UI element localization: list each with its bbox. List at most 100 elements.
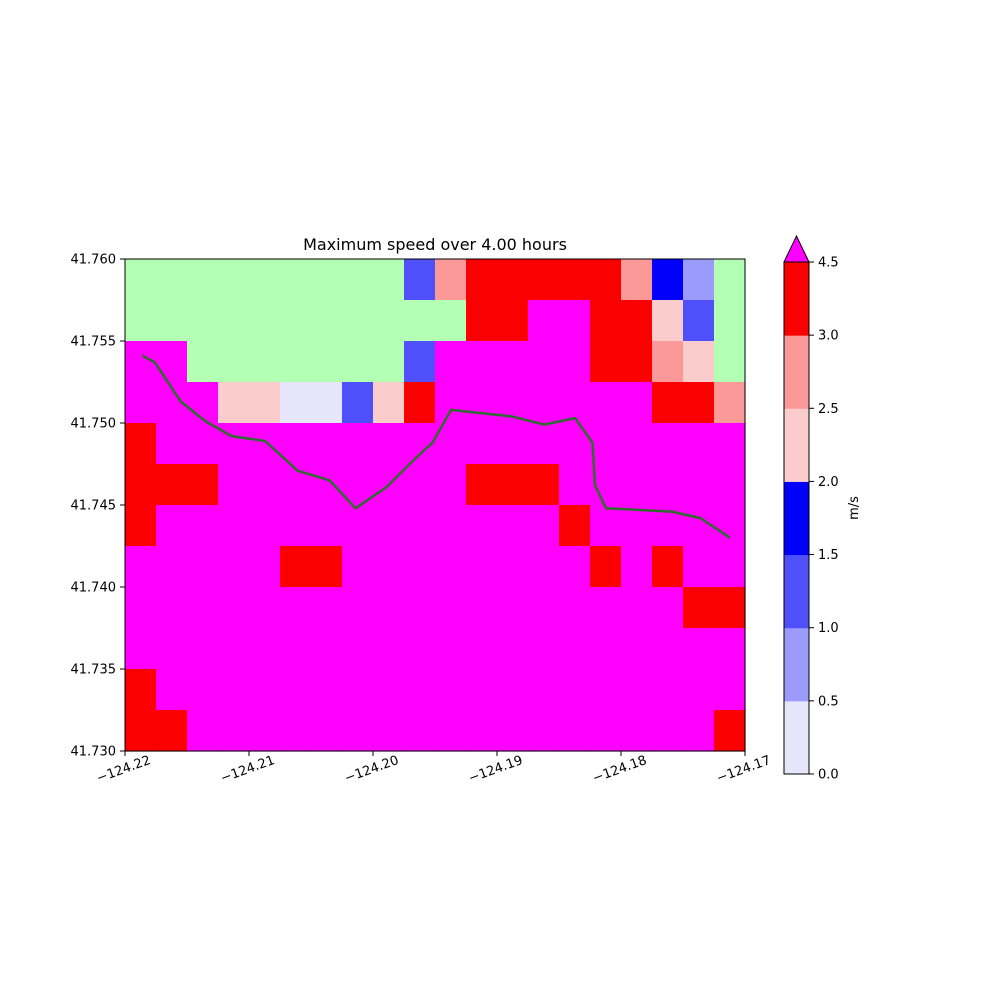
colorbar-segment (784, 481, 809, 556)
heatmap-cell (466, 300, 498, 342)
heatmap-cell (559, 423, 591, 465)
x-tick-label: −124.19 (467, 753, 525, 786)
heatmap-cell (125, 546, 157, 588)
colorbar-tick-label: 1.0 (818, 621, 839, 636)
heatmap-cell (497, 546, 529, 588)
heatmap-cell (435, 587, 467, 629)
coastline (141, 354, 731, 539)
heatmap-cell (249, 423, 281, 465)
heatmap-cell (590, 259, 622, 301)
x-tick-label: −124.21 (219, 753, 277, 786)
heatmap-cell (373, 423, 405, 465)
heatmap-cell (652, 710, 684, 752)
heatmap-cell (683, 669, 715, 711)
heatmap-cell (497, 464, 529, 506)
heatmap-cell (280, 300, 312, 342)
heatmap-cell (311, 546, 343, 588)
heatmap-cell (342, 587, 374, 629)
heatmap-cell (187, 382, 219, 424)
heatmap-cell (342, 259, 374, 301)
heatmap-cell (404, 628, 436, 670)
colorbar-segment (784, 335, 809, 409)
heatmap-cell (187, 259, 219, 301)
heatmap-cell (683, 341, 715, 383)
heatmap-cell (590, 423, 622, 465)
heatmap-cell (156, 669, 188, 711)
heatmap-cell (497, 628, 529, 670)
heatmap-cell (125, 382, 157, 424)
heatmap-cell (466, 382, 498, 424)
heatmap-cell (497, 423, 529, 465)
heatmap-cell (683, 259, 715, 301)
colorbar-segment (784, 554, 809, 629)
heatmap-cell (218, 300, 250, 342)
heatmap-cell (528, 505, 560, 547)
heatmap-cell (373, 546, 405, 588)
heatmap-cell (342, 423, 374, 465)
heatmap-cell (404, 259, 436, 301)
heatmap-cell (218, 669, 250, 711)
heatmap-cell (652, 382, 684, 424)
heatmap-cell (497, 710, 529, 752)
heatmap-cell (404, 382, 436, 424)
heatmap-cell (373, 628, 405, 670)
heatmap-cell (497, 505, 529, 547)
heatmap-cell (621, 628, 653, 670)
heatmap-cell (559, 300, 591, 342)
heatmap-cell (528, 710, 560, 752)
heatmap-cell (652, 464, 684, 506)
heatmap-cell (590, 628, 622, 670)
heatmap-cell (187, 300, 219, 342)
heatmap-cell (559, 546, 591, 588)
heatmap-cell (311, 587, 343, 629)
heatmap-cell (249, 669, 281, 711)
heatmap-cell (466, 464, 498, 506)
heatmap-cell (652, 341, 684, 383)
heatmap-cell (249, 259, 281, 301)
heatmap-cell (311, 341, 343, 383)
heatmap-cell (404, 341, 436, 383)
heatmap-cell (683, 300, 715, 342)
heatmap-cell (342, 669, 374, 711)
x-tick-label: −124.17 (715, 753, 773, 786)
heatmap-cell (590, 587, 622, 629)
heatmap-cell (714, 382, 746, 424)
heatmap-cell (466, 546, 498, 588)
heatmap-cell (528, 259, 560, 301)
heatmap-cell (156, 546, 188, 588)
colorbar-extend-arrow (783, 234, 810, 263)
heatmap-cell (621, 464, 653, 506)
heatmap-cell (714, 587, 746, 629)
coastline-line (141, 354, 731, 539)
y-tick-label: 41.760 (71, 253, 117, 268)
heatmap-cell (559, 505, 591, 547)
heatmap-cell (497, 259, 529, 301)
heatmap-cell (187, 628, 219, 670)
heatmap-cell (497, 669, 529, 711)
heatmap-cell (125, 505, 157, 547)
heatmap-cell (218, 259, 250, 301)
heatmap-cell (714, 464, 746, 506)
heatmap-cell (218, 546, 250, 588)
heatmap-cell (187, 464, 219, 506)
heatmap-cell (125, 423, 157, 465)
heatmap-cell (156, 423, 188, 465)
colorbar-tick-label: 2.5 (818, 402, 839, 417)
heatmap-cell (311, 669, 343, 711)
heatmap-cell (435, 628, 467, 670)
heatmap-cell (683, 423, 715, 465)
heatmap-cell (311, 710, 343, 752)
heatmap-cell (590, 382, 622, 424)
y-tick-label: 41.745 (71, 499, 117, 514)
heatmap-cell (311, 300, 343, 342)
colorbar-segment (784, 408, 809, 482)
heatmap-cell (683, 587, 715, 629)
heatmap-cell (528, 464, 560, 506)
x-axis: −124.22 −124.21 −124.20 −124.19 −124.18 −124.… (95, 751, 773, 786)
heatmap-cell (435, 341, 467, 383)
heatmap-cell (311, 464, 343, 506)
heatmap-cell (280, 423, 312, 465)
x-tick-label: −124.20 (343, 753, 401, 786)
heatmap-cell (435, 259, 467, 301)
heatmap-cell (373, 382, 405, 424)
